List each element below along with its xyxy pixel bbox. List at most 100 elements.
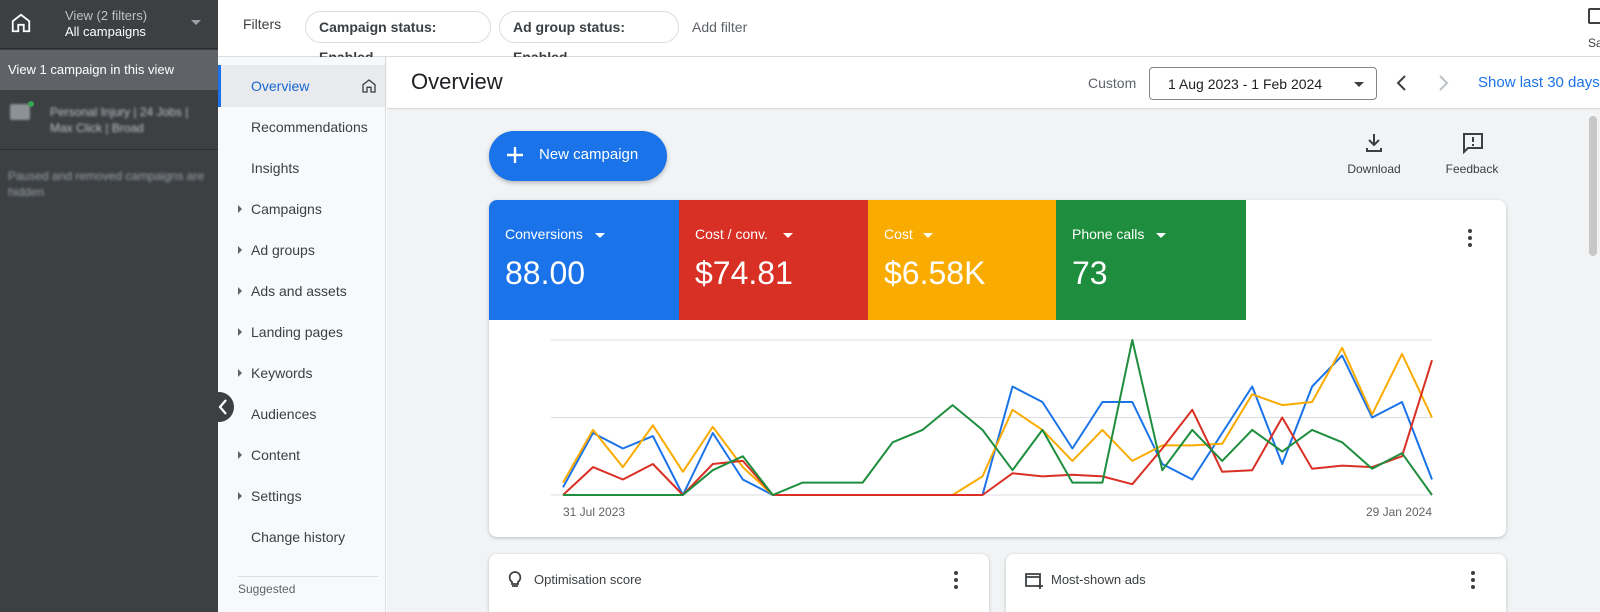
nav-item-landing-pages[interactable]: Landing pages: [218, 311, 385, 353]
nav-item-label: Insights: [251, 160, 300, 176]
expand-arrow-icon[interactable]: [238, 492, 242, 500]
metric-tile-cost[interactable]: Cost $6.58K: [868, 200, 1058, 320]
previous-period-icon[interactable]: [1390, 71, 1414, 95]
more-options-icon[interactable]: [953, 570, 959, 590]
campaign-name: Personal Injury | 24 Jobs | Max Click | …: [50, 105, 189, 135]
nav-item-label: Recommendations: [251, 119, 368, 135]
metric-name: Phone calls: [1072, 226, 1145, 242]
main-content: New campaign Download Feedback Conversio…: [387, 110, 1600, 612]
nav-item-label: Overview: [251, 78, 310, 94]
chevron-left-icon: [218, 399, 227, 415]
new-campaign-button[interactable]: New campaign: [489, 131, 667, 181]
nav-item-ads-and-assets[interactable]: Ads and assets: [218, 270, 385, 312]
scrollbar-thumb[interactable]: [1589, 116, 1597, 256]
feedback-icon: [1463, 133, 1483, 154]
campaign-icon: [10, 104, 30, 120]
nav-item-change-history[interactable]: Change history: [218, 516, 385, 558]
card-title: Optimisation score: [534, 572, 642, 587]
show-last-30-days-link[interactable]: Show last 30 days: [1478, 74, 1600, 91]
metric-name: Conversions: [505, 226, 583, 242]
nav-item-audiences[interactable]: Audiences: [218, 393, 385, 435]
collapse-nav-button[interactable]: [214, 392, 234, 422]
metric-tile-phone-calls[interactable]: Phone calls 73: [1056, 200, 1246, 320]
expand-arrow-icon[interactable]: [238, 205, 242, 213]
nav-item-overview[interactable]: Overview: [218, 65, 385, 107]
nav-item-label: Audiences: [251, 406, 317, 422]
chevron-down-icon[interactable]: [191, 20, 201, 25]
nav-item-label: Keywords: [251, 365, 313, 381]
filter-bar: Filters Campaign status: Enabled Ad grou…: [218, 0, 1600, 65]
view-scope-label: All campaigns: [65, 24, 146, 39]
chart-series-line-0[interactable]: [562, 354, 1433, 496]
nav-item-campaigns[interactable]: Campaigns: [218, 188, 385, 230]
nav-item-settings[interactable]: Settings: [218, 475, 385, 517]
feedback-button[interactable]: Feedback: [1437, 132, 1507, 182]
nav-item-recommendations[interactable]: Recommendations: [218, 106, 385, 148]
save-icon[interactable]: [1588, 8, 1600, 24]
nav-item-label: Ads and assets: [251, 283, 347, 299]
most-shown-ads-card[interactable]: Most-shown ads: [1006, 554, 1506, 612]
metric-value: 73: [1072, 255, 1108, 291]
expand-arrow-icon[interactable]: [238, 246, 242, 254]
more-options-icon[interactable]: [1470, 570, 1476, 590]
scrollbar[interactable]: [1586, 110, 1600, 612]
chevron-down-icon[interactable]: [923, 233, 933, 238]
chart-series-line-3[interactable]: [563, 339, 1433, 496]
home-icon[interactable]: [10, 12, 32, 34]
card-title: Most-shown ads: [1051, 572, 1146, 587]
download-label: Download: [1347, 162, 1401, 176]
chevron-down-icon[interactable]: [1156, 233, 1166, 238]
next-period-icon[interactable]: [1431, 71, 1455, 95]
more-options-icon[interactable]: [1467, 228, 1473, 248]
nav-item-label: Settings: [251, 488, 302, 504]
lightbulb-icon: [508, 571, 522, 587]
metric-value: $6.58K: [884, 255, 986, 291]
account-view-selector[interactable]: View (2 filters) All campaigns: [0, 0, 218, 49]
chevron-down-icon[interactable]: [783, 233, 793, 238]
metric-name: Cost: [884, 226, 913, 242]
chevron-down-icon[interactable]: [595, 233, 605, 238]
metric-tile-conversions[interactable]: Conversions 88.00: [489, 200, 679, 320]
nav-item-content[interactable]: Content: [218, 434, 385, 476]
nav-item-ad-groups[interactable]: Ad groups: [218, 229, 385, 271]
chevron-down-icon: [1354, 82, 1364, 87]
feedback-label: Feedback: [1445, 162, 1499, 176]
download-icon: [1366, 134, 1382, 152]
chart-series-line-1[interactable]: [562, 346, 1433, 496]
x-axis-end-label: 29 Jan 2024: [1366, 505, 1432, 519]
view-filter-label: View (2 filters): [65, 8, 148, 23]
plus-icon: [507, 147, 523, 163]
expand-arrow-icon[interactable]: [238, 328, 242, 336]
metric-value: 88.00: [505, 255, 586, 291]
suggested-section-label: Suggested: [238, 582, 296, 596]
view-campaign-banner[interactable]: View 1 campaign in this view: [0, 50, 218, 90]
date-range-type-label: Custom: [1088, 75, 1137, 91]
nav-item-label: Change history: [251, 529, 346, 545]
new-campaign-label: New campaign: [539, 146, 639, 163]
campaign-list-item[interactable]: Personal Injury | 24 Jobs | Max Click | …: [0, 92, 218, 150]
metric-value: $74.81: [695, 255, 793, 291]
metric-tile-cost-per-conversion[interactable]: Cost / conv. $74.81: [679, 200, 869, 320]
hidden-campaigns-note: Paused and removed campaigns are hidden: [8, 169, 205, 199]
expand-arrow-icon[interactable]: [238, 451, 242, 459]
performance-card: Conversions 88.00 Cost / conv. $74.81 Co…: [489, 200, 1506, 537]
filter-chip-ad-group-status[interactable]: Ad group status: Enabled: [499, 11, 679, 65]
home-icon: [362, 79, 376, 93]
date-range-picker[interactable]: 1 Aug 2023 - 1 Feb 2024: [1149, 67, 1377, 100]
performance-chart: 31 Jul 2023 29 Jan 2024: [551, 339, 1433, 519]
expand-arrow-icon[interactable]: [238, 287, 242, 295]
chart-series-line-2[interactable]: [562, 359, 1433, 496]
filter-chip-campaign-status[interactable]: Campaign status: Enabled: [305, 11, 491, 65]
optimisation-score-card[interactable]: Optimisation score: [489, 554, 989, 612]
metric-name: Cost / conv.: [695, 226, 768, 242]
save-label[interactable]: Sa: [1588, 36, 1600, 50]
download-button[interactable]: Download: [1339, 132, 1409, 182]
nav-item-label: Ad groups: [251, 242, 315, 258]
add-filter-button[interactable]: Add filter: [692, 19, 748, 35]
nav-item-label: Landing pages: [251, 324, 343, 340]
expand-arrow-icon[interactable]: [238, 369, 242, 377]
page-navigation: Overview Recommendations Insights Campai…: [218, 57, 386, 612]
nav-item-keywords[interactable]: Keywords: [218, 352, 385, 394]
nav-item-insights[interactable]: Insights: [218, 147, 385, 189]
enabled-status-dot: [28, 101, 34, 107]
